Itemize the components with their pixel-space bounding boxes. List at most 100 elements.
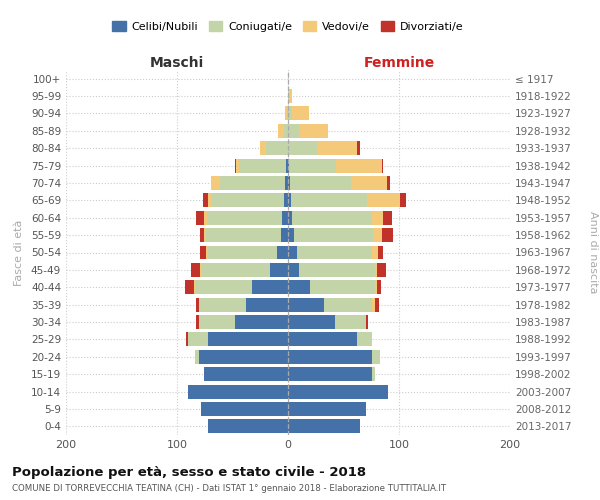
Bar [288, 263, 299, 277]
Bar [277, 246, 288, 260]
Bar [290, 176, 351, 190]
Bar [203, 194, 208, 207]
Bar [208, 420, 288, 434]
Text: COMUNE DI TORREVECCHIA TEATINA (CH) - Dati ISTAT 1° gennaio 2018 - Elaborazione : COMUNE DI TORREVECCHIA TEATINA (CH) - Da… [12, 484, 446, 493]
Bar [208, 246, 277, 260]
Bar [284, 194, 288, 207]
Bar [203, 367, 288, 381]
Bar [288, 315, 335, 329]
Bar [288, 228, 293, 242]
Bar [220, 176, 284, 190]
Bar [357, 332, 373, 346]
Bar [208, 194, 211, 207]
Bar [288, 246, 297, 260]
Bar [292, 211, 373, 224]
Bar [288, 158, 289, 172]
Bar [284, 124, 288, 138]
Bar [288, 350, 373, 364]
Bar [203, 228, 206, 242]
Bar [199, 350, 288, 364]
Bar [207, 211, 283, 224]
Bar [373, 228, 382, 242]
Bar [288, 194, 292, 207]
Bar [202, 263, 270, 277]
Bar [373, 298, 374, 312]
Legend: Celibi/Nubili, Coniugati/e, Vedovi/e, Divorziati/e: Celibi/Nubili, Coniugati/e, Vedovi/e, Di… [112, 21, 464, 32]
Bar [196, 298, 199, 312]
Bar [310, 280, 374, 294]
Bar [374, 298, 379, 312]
Bar [206, 246, 208, 260]
Bar [288, 332, 357, 346]
Bar [188, 384, 288, 398]
Bar [367, 194, 400, 207]
Bar [283, 211, 288, 224]
Bar [288, 89, 289, 103]
Y-axis label: Fasce di età: Fasce di età [14, 220, 24, 286]
Bar [236, 158, 239, 172]
Bar [235, 315, 288, 329]
Bar [366, 315, 368, 329]
Bar [288, 280, 310, 294]
Bar [335, 315, 366, 329]
Bar [374, 263, 377, 277]
Bar [208, 332, 288, 346]
Bar [377, 263, 386, 277]
Bar [211, 194, 284, 207]
Bar [374, 280, 377, 294]
Bar [317, 142, 357, 155]
Text: Popolazione per età, sesso e stato civile - 2018: Popolazione per età, sesso e stato civil… [12, 466, 366, 479]
Bar [357, 142, 360, 155]
Bar [270, 263, 288, 277]
Bar [260, 142, 266, 155]
Bar [235, 158, 236, 172]
Bar [288, 106, 292, 120]
Bar [203, 211, 207, 224]
Bar [299, 263, 374, 277]
Bar [288, 124, 299, 138]
Bar [191, 263, 200, 277]
Bar [377, 280, 381, 294]
Bar [288, 402, 366, 416]
Bar [383, 211, 392, 224]
Bar [278, 124, 284, 138]
Text: Femmine: Femmine [364, 56, 434, 70]
Bar [351, 176, 387, 190]
Bar [288, 211, 292, 224]
Bar [373, 367, 374, 381]
Bar [195, 280, 253, 294]
Bar [206, 228, 281, 242]
Bar [288, 420, 360, 434]
Bar [288, 298, 323, 312]
Bar [246, 298, 288, 312]
Bar [195, 350, 199, 364]
Bar [194, 280, 195, 294]
Bar [281, 228, 288, 242]
Bar [373, 246, 378, 260]
Bar [292, 106, 309, 120]
Bar [284, 176, 288, 190]
Bar [200, 246, 206, 260]
Bar [196, 211, 203, 224]
Bar [293, 228, 373, 242]
Bar [196, 315, 199, 329]
Bar [373, 211, 383, 224]
Bar [186, 332, 188, 346]
Bar [287, 106, 288, 120]
Bar [288, 384, 388, 398]
Bar [202, 402, 288, 416]
Bar [211, 176, 220, 190]
Y-axis label: Anni di nascita: Anni di nascita [588, 211, 598, 294]
Bar [373, 350, 380, 364]
Bar [297, 246, 373, 260]
Bar [336, 158, 382, 172]
Bar [188, 332, 208, 346]
Bar [284, 106, 287, 120]
Bar [199, 298, 246, 312]
Bar [288, 367, 373, 381]
Bar [382, 158, 383, 172]
Bar [288, 142, 317, 155]
Bar [239, 158, 286, 172]
Bar [200, 263, 202, 277]
Bar [323, 298, 373, 312]
